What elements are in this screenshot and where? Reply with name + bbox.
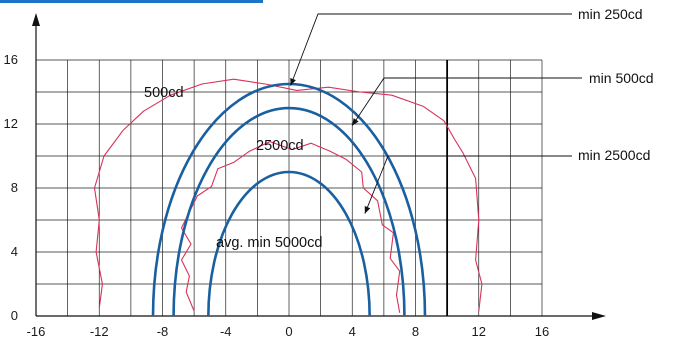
leader-min-2500cd-arrow xyxy=(364,205,371,214)
tick-labels: -16 -12 -8 -4 0 4 8 12 16 0 4 8 12 16 xyxy=(4,52,550,339)
y-tick-label: 0 xyxy=(11,308,18,323)
x-tick-label: -16 xyxy=(27,324,46,339)
label-2500cd: 2500cd xyxy=(256,138,304,154)
leader-min-500cd xyxy=(351,77,582,126)
min-curves xyxy=(151,83,427,317)
leader-min-250cd-arrow xyxy=(290,77,296,86)
measured-curves xyxy=(93,78,483,313)
header-bar xyxy=(0,0,263,3)
x-tick-label: 0 xyxy=(285,324,292,339)
y-tick-label: 12 xyxy=(4,116,18,131)
axes xyxy=(32,13,606,320)
curve-min-250cd xyxy=(151,83,427,317)
x-axis-arrow xyxy=(592,312,606,320)
x-tick-label: 16 xyxy=(535,324,549,339)
curve-min-500cd xyxy=(172,106,406,317)
x-tick-label: 8 xyxy=(412,324,419,339)
y-axis-arrow xyxy=(32,13,40,26)
x-tick-label: 4 xyxy=(349,324,356,339)
grid xyxy=(35,59,543,317)
label-avg-min-5000cd: avg. min 5000cd xyxy=(216,235,322,251)
callout-min-500cd: min 500cd xyxy=(589,70,654,86)
leader-min-250cd xyxy=(290,13,572,86)
leader-min-2500cd xyxy=(364,155,572,214)
label-500cd: 500cd xyxy=(144,85,184,101)
x-tick-label: 12 xyxy=(472,324,486,339)
leader-min-500cd-arrow xyxy=(352,118,359,126)
y-tick-label: 4 xyxy=(11,244,18,259)
measured-curve-500cd xyxy=(93,78,483,312)
y-tick-label: 16 xyxy=(4,52,18,67)
callout-min-250cd: min 250cd xyxy=(578,6,643,22)
y-tick-label: 8 xyxy=(11,180,18,195)
callout-min-2500cd: min 2500cd xyxy=(578,147,650,163)
curve-min-2500cd xyxy=(207,170,371,317)
x-tick-label: -12 xyxy=(90,324,109,339)
callout-lines xyxy=(290,13,582,214)
x-tick-label: -4 xyxy=(220,324,232,339)
x-tick-label: -8 xyxy=(157,324,169,339)
measured-curve-2500cd xyxy=(180,141,401,313)
